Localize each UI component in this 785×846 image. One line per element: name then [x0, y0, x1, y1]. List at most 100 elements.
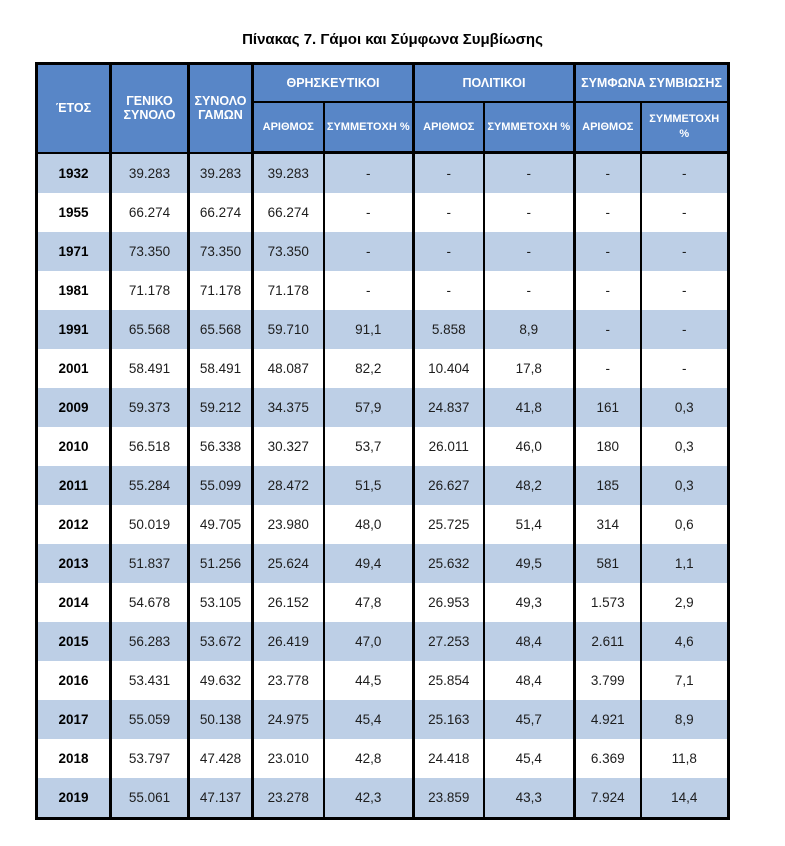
table-row: 2010 56.518 56.338 30.327 53,7 26.011 46,0 180 0…	[36, 427, 729, 466]
value-cell: 51,5	[323, 466, 415, 505]
value-cell: 23.859	[413, 778, 485, 819]
value-cell: 71.178	[252, 271, 325, 310]
year-cell: 2012	[36, 505, 112, 544]
value-cell: -	[323, 271, 415, 310]
value-cell: 26.011	[413, 427, 485, 466]
year-cell: 2013	[36, 544, 112, 583]
value-cell: 24.975	[252, 700, 325, 739]
value-cell: 56.283	[110, 622, 190, 661]
value-cell: 49,3	[483, 583, 577, 622]
value-cell: -	[323, 232, 415, 271]
table-row: 2018 53.797 47.428 23.010 42,8 24.418 45,4 6.36…	[36, 739, 729, 778]
value-cell: 54.678	[110, 583, 190, 622]
value-cell: 55.099	[188, 466, 254, 505]
value-cell: -	[413, 152, 485, 193]
value-cell: -	[413, 271, 485, 310]
value-cell: 3.799	[574, 661, 642, 700]
value-cell: 180	[574, 427, 642, 466]
value-cell: 24.837	[413, 388, 485, 427]
marriages-table: ΈΤΟΣ ΓΕΝΙΚΟ ΣΥΝΟΛΟ ΣΥΝΟΛΟ ΓΑΜΩΝ ΘΡΗΣΚΕΥΤ…	[35, 62, 731, 820]
value-cell: 34.375	[252, 388, 325, 427]
value-cell: 45,7	[483, 700, 577, 739]
value-cell: 47,0	[323, 622, 415, 661]
value-cell: 161	[574, 388, 642, 427]
value-cell: 1.573	[574, 583, 642, 622]
value-cell: 11,8	[671, 751, 697, 766]
table-row: 2011 55.284 55.099 28.472 51,5 26.627 48,2 185 0…	[36, 466, 729, 505]
table-row: 2016 53.431 49.632 23.778 44,5 25.854 48,4 3.79…	[36, 661, 729, 700]
value-cell: 48,2	[483, 466, 577, 505]
value-cell: 14,4	[671, 790, 698, 805]
value-cell: 25.624	[252, 544, 325, 583]
value-cell: 17,8	[483, 349, 577, 388]
value-cell: -	[483, 232, 577, 271]
value-cell: 82,2	[323, 349, 415, 388]
value-cell: 24.418	[413, 739, 485, 778]
value-cell: 44,5	[323, 661, 415, 700]
table-row: 1932 39.283 39.283 39.283- - - - -	[36, 152, 729, 193]
value-cell: 48,0	[323, 505, 415, 544]
value-cell: 39.283	[188, 152, 254, 193]
value-cell: 6.369	[574, 739, 642, 778]
year-cell: 2001	[36, 349, 112, 388]
value-cell: 59.373	[110, 388, 190, 427]
value-cell: 66.274	[252, 193, 325, 232]
table-row: 1981 71.178 71.178 71.178- - - - -	[36, 271, 729, 310]
year-cell: 1981	[36, 271, 112, 310]
value-cell: 65.568	[188, 310, 254, 349]
value-cell: 49.705	[188, 505, 254, 544]
table-row: 2015 56.283 53.672 26.419 47,0 27.253 48,4 2.61…	[36, 622, 729, 661]
value-cell: -	[483, 193, 577, 232]
value-cell: 28.472	[252, 466, 325, 505]
value-cell: 25.632	[413, 544, 485, 583]
table-row: 2009 59.373 59.212 34.375 57,9 24.837 41,8 161 0…	[36, 388, 729, 427]
table-body: 1932 39.283 39.283 39.283- - - - -1955 66.274 66.…	[36, 152, 729, 819]
value-cell: 73.350	[188, 232, 254, 271]
sub-header-cohabitation-number: ΑΡΙΘΜΟΣ	[574, 102, 642, 154]
value-cell: 53.431	[110, 661, 190, 700]
value-cell: 48.087	[252, 349, 325, 388]
value-cell: -	[574, 232, 642, 271]
value-cell: 581	[574, 544, 642, 583]
value-cell: 10.404	[413, 349, 485, 388]
value-cell: -	[574, 152, 642, 193]
col-header-general-total: ΓΕΝΙΚΟ ΣΥΝΟΛΟ	[110, 63, 190, 154]
table-row: 2014 54.678 53.105 26.152 47,8 26.953 49,3 1.57…	[36, 583, 729, 622]
value-cell: 2,9	[674, 595, 694, 610]
year-cell: 1971	[36, 232, 112, 271]
value-cell: 39.283	[252, 152, 325, 193]
value-cell: -	[413, 193, 485, 232]
table-row: 1991 65.568 65.568 59.710 91,1 5.858 8,9- -	[36, 310, 729, 349]
year-cell: 1955	[36, 193, 112, 232]
value-cell: 51,4	[483, 505, 577, 544]
value-cell: 56.338	[188, 427, 254, 466]
year-cell: 2009	[36, 388, 112, 427]
value-cell: 0,6	[674, 517, 694, 532]
value-cell: 47,8	[323, 583, 415, 622]
value-cell: 5.858	[413, 310, 485, 349]
value-cell: 0,3	[674, 439, 694, 454]
col-header-year: ΈΤΟΣ	[36, 63, 112, 154]
value-cell: 71.178	[188, 271, 254, 310]
value-cell: 4,6	[674, 634, 694, 649]
group-header-cohabitation: ΣΥΜΦΩΝΑ ΣΥΜΒΙΩΣΗΣ	[574, 63, 729, 103]
value-cell: -	[323, 152, 415, 193]
value-cell: -	[574, 193, 642, 232]
table-row: 2001 58.491 58.491 48.087 82,2 10.404 17,8- -	[36, 349, 729, 388]
value-cell: -	[574, 310, 642, 349]
table-header: ΈΤΟΣ ΓΕΝΙΚΟ ΣΥΝΟΛΟ ΣΥΝΟΛΟ ΓΑΜΩΝ ΘΡΗΣΚΕΥΤ…	[36, 63, 729, 154]
value-cell: 23.010	[252, 739, 325, 778]
header-group-row: ΈΤΟΣ ΓΕΝΙΚΟ ΣΥΝΟΛΟ ΣΥΝΟΛΟ ΓΑΜΩΝ ΘΡΗΣΚΕΥΤ…	[36, 63, 729, 154]
value-cell: 41,8	[483, 388, 577, 427]
value-cell: 53.797	[110, 739, 190, 778]
value-cell: 47.428	[188, 739, 254, 778]
value-cell: 58.491	[110, 349, 190, 388]
year-cell: 1991	[36, 310, 112, 349]
year-cell: 2015	[36, 622, 112, 661]
value-cell: 47.137	[188, 778, 254, 819]
value-cell: 1,1	[674, 556, 694, 571]
value-cell: 25.725	[413, 505, 485, 544]
year-cell: 2010	[36, 427, 112, 466]
value-cell: -	[574, 271, 642, 310]
value-cell: -	[682, 361, 687, 376]
